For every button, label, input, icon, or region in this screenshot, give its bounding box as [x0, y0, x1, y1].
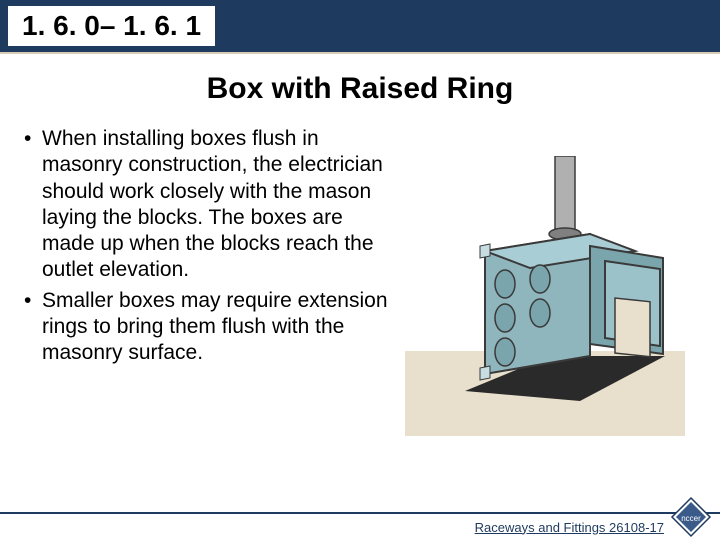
knockout-icon — [495, 270, 515, 298]
ring-opening — [615, 298, 650, 357]
bullet-item: Smaller boxes may require extension ring… — [24, 288, 394, 367]
footer-text: Raceways and Fittings 26108-17 — [475, 520, 664, 535]
knockout-icon — [530, 265, 550, 293]
header-bar: 1. 6. 0– 1. 6. 1 — [0, 0, 720, 54]
bullet-list: When installing boxes flush in masonry c… — [24, 126, 394, 366]
conduit-pipe — [555, 156, 575, 234]
mounting-tab — [480, 366, 490, 380]
content-area: When installing boxes flush in masonry c… — [0, 126, 720, 436]
page-title: Box with Raised Ring — [0, 72, 720, 106]
mounting-tab — [480, 244, 490, 258]
electrical-box-illustration — [405, 156, 685, 436]
text-column: When installing boxes flush in masonry c… — [24, 126, 394, 436]
nccer-logo-icon: nccer — [670, 496, 712, 538]
section-number: 1. 6. 0– 1. 6. 1 — [8, 6, 215, 46]
logo-text: nccer — [681, 514, 701, 523]
knockout-icon — [495, 338, 515, 366]
bullet-item: When installing boxes flush in masonry c… — [24, 126, 394, 284]
image-column — [394, 126, 696, 436]
knockout-icon — [495, 304, 515, 332]
footer-bar: Raceways and Fittings 26108-17 — [0, 512, 720, 540]
knockout-icon — [530, 299, 550, 327]
